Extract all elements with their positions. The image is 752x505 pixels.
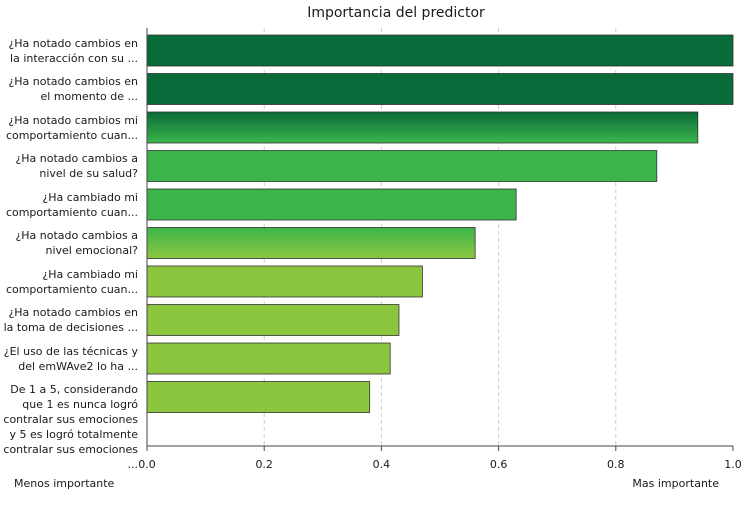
more-important-label: Mas importante <box>632 477 719 490</box>
category-label: ¿Ha notado cambios a nivel emocional? <box>15 229 138 257</box>
x-tick-label: 0.6 <box>490 458 508 471</box>
bar <box>146 381 371 413</box>
category-label: ¿Ha notado cambios en la interacción con… <box>8 36 138 65</box>
bar <box>146 304 400 336</box>
category-label: ¿Ha notado cambios en el momento de ... <box>8 75 138 103</box>
bar <box>146 265 423 298</box>
category-label: ¿Ha notado cambios mi comportamiento cua… <box>5 113 138 142</box>
chart-title: Importancia del predictor <box>307 5 485 21</box>
bar <box>146 111 699 144</box>
bar <box>146 227 476 259</box>
x-tick-label: 0.0 <box>138 458 156 471</box>
bar <box>146 73 734 105</box>
less-important-label: Menos importante <box>14 477 115 490</box>
x-tick-label: 1.0 <box>724 458 742 471</box>
x-tick-label: 0.2 <box>255 458 273 471</box>
category-label: ¿El uso de las técnicas y del emWAve2 lo… <box>3 344 138 373</box>
bar <box>146 34 734 67</box>
x-tick-label: 0.8 <box>607 458 625 471</box>
category-label: ¿Ha notado cambios a nivel de su salud? <box>15 152 138 180</box>
bar <box>146 188 517 221</box>
category-label: De 1 a 5, considerando que 1 es nunca lo… <box>3 383 138 471</box>
category-label: ¿Ha cambiado mi comportamiento cuan... <box>5 190 138 219</box>
x-tick-label: 0.4 <box>373 458 391 471</box>
category-label: ¿Ha cambiado mi comportamiento cuan... <box>5 267 138 296</box>
category-label: ¿Ha notado cambios en la toma de decisio… <box>3 306 138 334</box>
bar <box>146 342 391 375</box>
bar <box>146 150 658 182</box>
